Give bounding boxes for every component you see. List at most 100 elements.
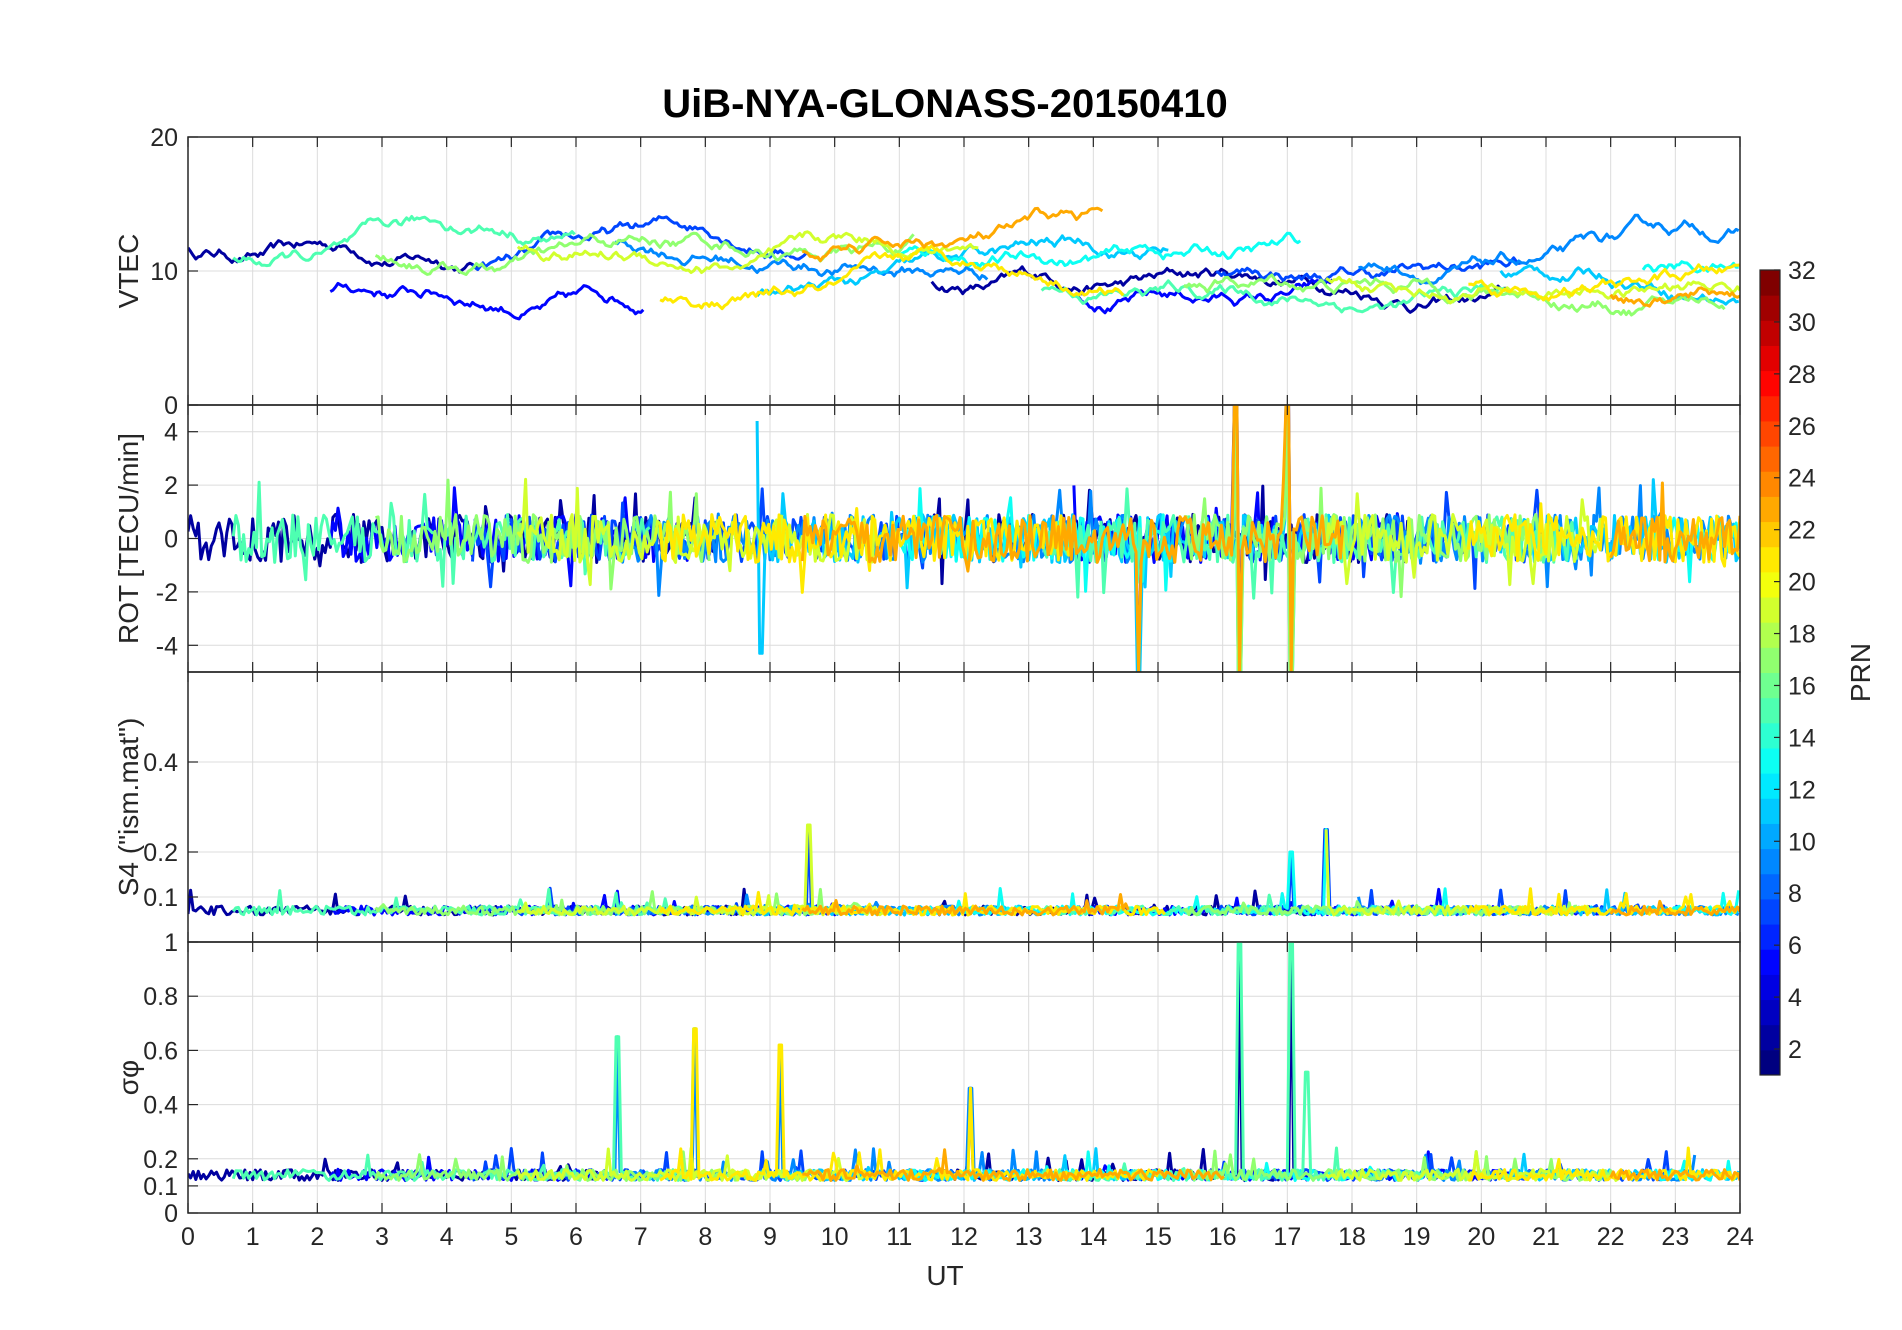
colorbar-tick-label: 22: [1788, 517, 1816, 545]
x-tick-label: 16: [1209, 1223, 1237, 1251]
x-tick-label: 21: [1532, 1223, 1560, 1251]
y-axis-label: σφ: [113, 1060, 144, 1095]
y-tick-label: 10: [150, 258, 178, 286]
colorbar-segment: [1760, 345, 1780, 372]
colorbar-segment: [1760, 420, 1780, 447]
series-group: [188, 823, 1740, 917]
colorbar-tick-label: 12: [1788, 776, 1816, 804]
series-line-prn-21: [1468, 1146, 1740, 1182]
colorbar-segment: [1760, 295, 1780, 321]
colorbar-segment: [1760, 773, 1780, 799]
series-line-prn-17: [375, 478, 711, 591]
colorbar-segment: [1760, 848, 1780, 875]
series-line-prn-23: [802, 206, 1104, 263]
colorbar-segment: [1760, 823, 1780, 850]
series-line-prn-23: [1609, 1168, 1740, 1182]
x-tick-label: 19: [1403, 1223, 1431, 1251]
colorbar-tick-label: 6: [1788, 932, 1802, 960]
y-tick-label: 0.2: [143, 839, 178, 867]
y-tick-label: -2: [156, 579, 178, 607]
colorbar-tick-label: 16: [1788, 672, 1816, 700]
series-line-prn-23: [801, 893, 1130, 917]
colorbar-segment: [1760, 320, 1780, 346]
y-axis-label: S4 ("ism.mat"): [113, 718, 144, 897]
series-line-prn-9: [613, 238, 989, 281]
chart-title: UiB-NYA-GLONASS-20150410: [662, 82, 1227, 126]
x-tick-label: 0: [181, 1223, 195, 1251]
colorbar-tick-label: 2: [1788, 1036, 1802, 1064]
y-tick-label: 0.4: [143, 749, 178, 777]
colorbar-tick-label: 10: [1788, 828, 1816, 856]
series-line-prn-19: [1324, 492, 1605, 587]
colorbar-segment: [1760, 647, 1780, 673]
colorbar-tick-label: 26: [1788, 413, 1816, 441]
series-line-prn-19: [516, 230, 979, 274]
colorbar-segment: [1760, 1049, 1780, 1076]
x-tick-label: 13: [1015, 1223, 1043, 1251]
x-tick-label: 17: [1273, 1223, 1301, 1251]
x-tick-label: 11: [886, 1223, 912, 1251]
colorbar-segment: [1760, 370, 1780, 397]
series-line-prn-7: [1215, 256, 1522, 283]
colorbar-segment: [1760, 597, 1780, 623]
colorbar-tick-label: 14: [1788, 724, 1816, 752]
x-axis-label: UT: [926, 1260, 963, 1291]
colorbar-segment: [1760, 924, 1780, 950]
y-tick-label: 0.2: [143, 1146, 178, 1174]
series-line-prn-21: [1468, 263, 1740, 302]
series-group: [188, 206, 1740, 321]
colorbar-segment: [1760, 1024, 1780, 1051]
y-tick-label: 1: [164, 929, 178, 957]
x-tick-label: 22: [1597, 1223, 1625, 1251]
series-group: [188, 942, 1740, 1182]
y-tick-label: -4: [156, 632, 178, 660]
colorbar-segment: [1760, 496, 1780, 523]
series-line-prn-15: [232, 215, 576, 268]
grid: [187, 672, 1741, 942]
x-tick-label: 4: [440, 1223, 454, 1251]
y-tick-label: 0.8: [143, 983, 178, 1011]
x-tick-label: 7: [634, 1223, 648, 1251]
panel-3: 0.1 0.2 0.4 1 S4 ("ism.mat"): [113, 671, 1741, 957]
x-tick-label: 9: [763, 1223, 777, 1251]
colorbar-segment: [1760, 672, 1780, 699]
colorbar-tick-label: 32: [1788, 257, 1816, 285]
colorbar-segment: [1760, 798, 1780, 824]
series-line-prn-17: [1183, 900, 1578, 917]
series-line-prn-5: [329, 281, 645, 321]
x-tick-label: 18: [1338, 1223, 1366, 1251]
y-tick-label: 0.1: [143, 1173, 178, 1201]
x-tick-label: 2: [310, 1223, 324, 1251]
series-line-prn-5: [1073, 278, 1334, 315]
y-tick-label: 0: [164, 392, 178, 420]
x-tick-label: 20: [1467, 1223, 1495, 1251]
x-tick-label: 23: [1661, 1223, 1689, 1251]
x-tick-label: 24: [1726, 1223, 1754, 1251]
series-line-prn-23: [1609, 481, 1740, 564]
colorbar-segment: [1760, 546, 1780, 573]
panel-1: 10 20 VTEC: [113, 124, 1741, 406]
colorbar-segment: [1760, 471, 1780, 497]
colorbar-tick-label: 4: [1788, 984, 1802, 1012]
colorbar-tick-label: 24: [1788, 465, 1816, 493]
colorbar-tick-label: 20: [1788, 569, 1816, 597]
colorbar-segment: [1760, 446, 1780, 472]
colorbar-segment: [1760, 949, 1780, 975]
y-tick-label: 0.4: [143, 1092, 178, 1120]
y-tick-label: 0: [164, 1200, 178, 1228]
colorbar-label: PRN: [1845, 643, 1876, 702]
x-tick-label: 1: [246, 1223, 260, 1251]
colorbar-segment: [1760, 999, 1780, 1026]
y-axis-label: VTEC: [113, 234, 144, 309]
y-tick-label: 0: [164, 526, 178, 554]
colorbar-segment: [1760, 722, 1780, 749]
colorbar-segment: [1760, 622, 1780, 648]
series-line-prn-11: [1499, 264, 1740, 306]
x-tick-label: 15: [1144, 1223, 1172, 1251]
y-tick-label: 0.1: [143, 884, 178, 912]
